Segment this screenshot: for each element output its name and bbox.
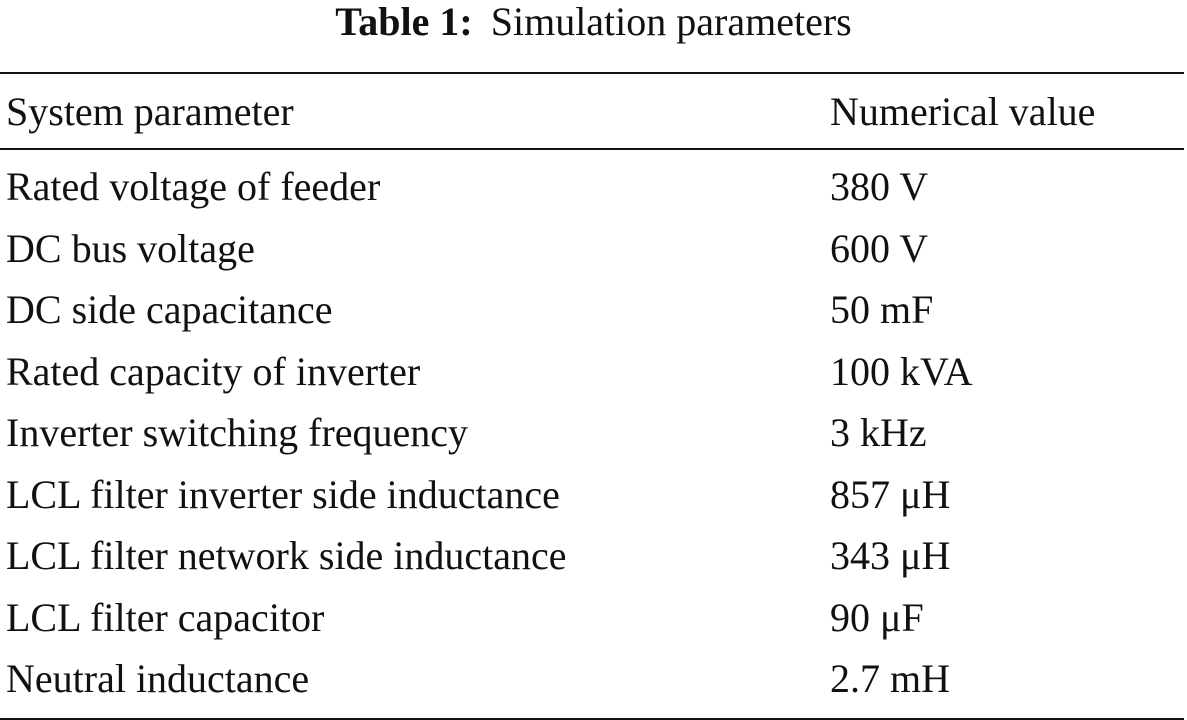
table-row: DC bus voltage 600 V	[0, 218, 1184, 280]
parameter-name: LCL filter inverter side inductance	[6, 471, 560, 517]
table-row: LCL filter capacitor 90 μF	[0, 587, 1184, 649]
parameter-value: 600 V	[830, 225, 929, 271]
bottom-rule	[0, 717, 1184, 720]
table-row: Rated capacity of inverter 100 kVA	[0, 341, 1184, 403]
parameter-name: Neutral inductance	[6, 656, 310, 702]
header-rule	[0, 148, 1184, 150]
parameter-value: 2.7 mH	[830, 656, 950, 702]
parameter-value: 90 μF	[830, 594, 924, 640]
column-header-parameter: System parameter	[6, 88, 294, 134]
parameter-value: 857 μH	[830, 471, 951, 517]
top-rule	[0, 72, 1184, 74]
parameter-name: DC bus voltage	[6, 225, 255, 271]
parameter-name: LCL filter capacitor	[6, 594, 325, 640]
table-caption-title: Simulation parameters	[490, 0, 852, 44]
table-header-row: System parameter Numerical value	[0, 74, 1184, 148]
parameter-name: Rated capacity of inverter	[6, 348, 421, 394]
table-row: DC side capacitance 50 mF	[0, 279, 1184, 341]
table-row: LCL filter network side inductance 343 μ…	[0, 525, 1184, 587]
parameters-table: System parameter Numerical value Rated v…	[0, 72, 1184, 720]
parameter-value: 3 kHz	[830, 410, 927, 456]
table-body: Rated voltage of feeder 380 V DC bus vol…	[0, 150, 1184, 710]
table-row: Inverter switching frequency 3 kHz	[0, 402, 1184, 464]
table-row: Rated voltage of feeder 380 V	[0, 156, 1184, 218]
parameter-name: Rated voltage of feeder	[6, 164, 381, 210]
parameter-value: 380 V	[830, 164, 929, 210]
parameter-value: 50 mF	[830, 287, 934, 333]
table-caption-label: Table 1:	[335, 0, 473, 44]
parameter-value: 100 kVA	[830, 348, 973, 394]
parameter-name: LCL filter network side inductance	[6, 533, 567, 579]
table-row: LCL filter inverter side inductance 857 …	[0, 464, 1184, 526]
parameter-name: Inverter switching frequency	[6, 410, 469, 456]
table-row: Neutral inductance 2.7 mH	[0, 648, 1184, 710]
table-caption: Table 1: Simulation parameters	[0, 0, 1187, 50]
parameter-name: DC side capacitance	[6, 287, 333, 333]
column-header-value: Numerical value	[830, 88, 1096, 134]
parameter-value: 343 μH	[830, 533, 951, 579]
